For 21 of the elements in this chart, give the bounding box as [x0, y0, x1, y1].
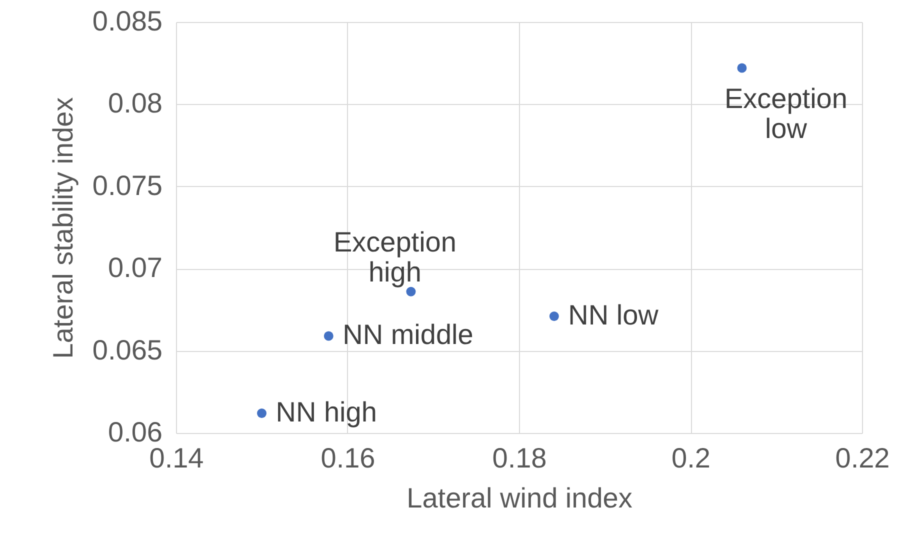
y-tick-label: 0.07	[108, 252, 162, 284]
x-axis-title: Lateral wind index	[406, 482, 632, 514]
y-tick-label: 0.075	[92, 170, 162, 201]
x-tick-label: 0.18	[492, 442, 547, 474]
y-tick-label: 0.065	[92, 334, 162, 366]
y-tick-label: 0.08	[108, 88, 162, 119]
annotation: NN low	[568, 299, 660, 330]
point	[257, 408, 266, 418]
annotation: NN middle	[342, 319, 474, 350]
point	[737, 63, 747, 73]
annotation: Exception high	[333, 226, 456, 288]
point	[324, 331, 334, 341]
point	[549, 312, 559, 322]
annotation: Exception low	[724, 83, 848, 144]
annotation: NN high	[276, 396, 377, 428]
x-tick-label: 0.22	[835, 442, 890, 474]
x-tick-label: 0.2	[672, 442, 710, 474]
y-axis-title: Lateral stability index	[47, 97, 78, 359]
x-tick-label: 0.16	[320, 442, 376, 474]
y-tick-label: 0.085	[92, 6, 162, 36]
point	[406, 286, 416, 296]
